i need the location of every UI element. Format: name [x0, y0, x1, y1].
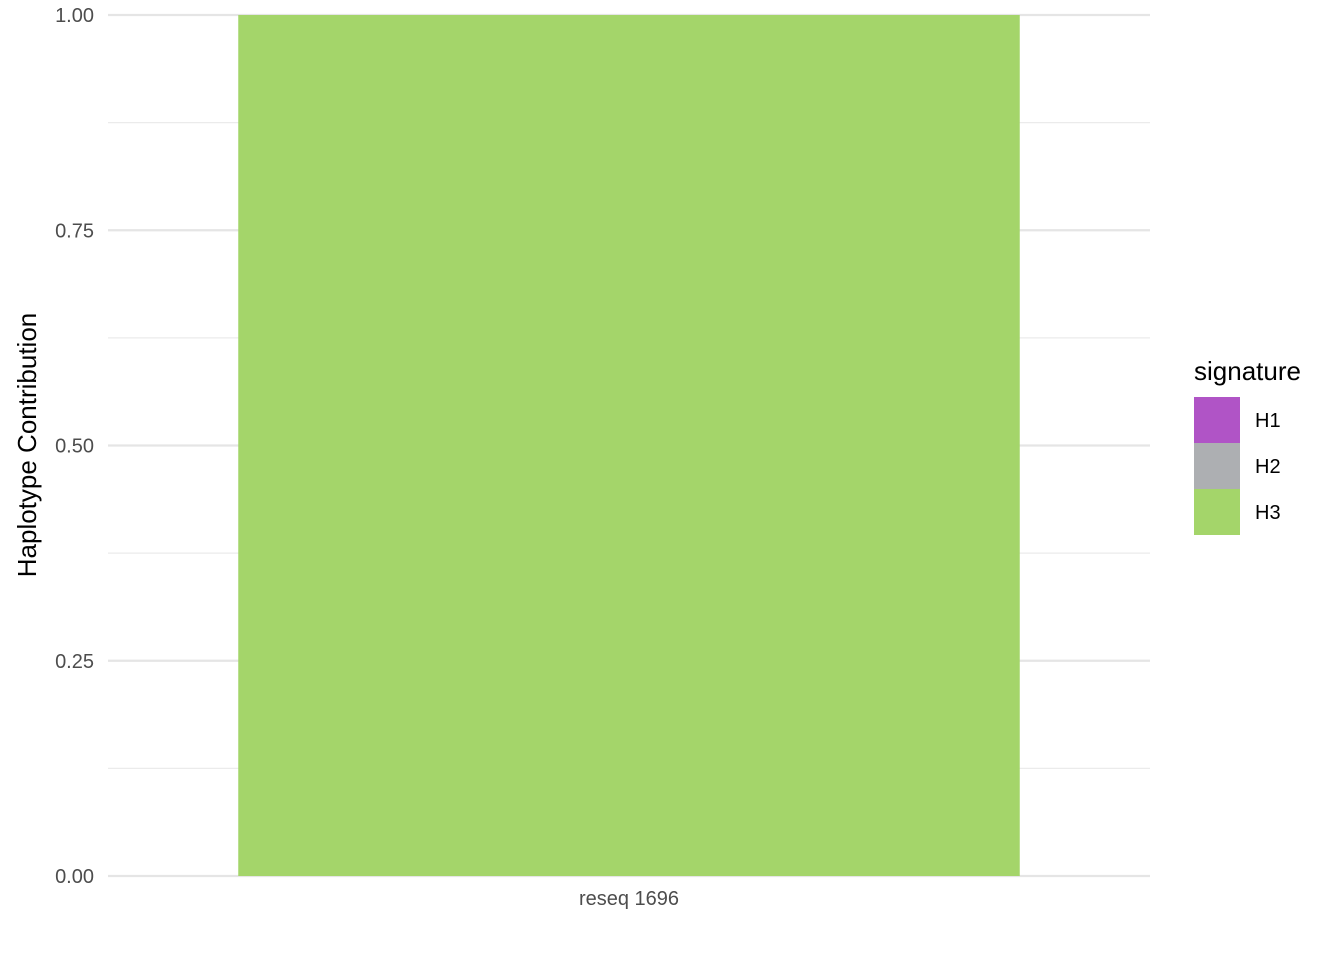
y-tick-labels: 0.00 0.25 0.50 0.75 1.00	[55, 5, 94, 888]
x-tick-labels: reseq 1696	[579, 888, 679, 910]
bars	[238, 15, 1020, 876]
x-tick-label: reseq 1696	[579, 888, 679, 910]
y-tick-label: 0.00	[55, 866, 94, 888]
legend-label-h3: H3	[1255, 502, 1281, 524]
y-tick-label: 0.75	[55, 220, 94, 242]
y-tick-label: 0.50	[55, 436, 94, 458]
legend-key-h2	[1194, 443, 1240, 489]
legend-key-h3	[1194, 489, 1240, 535]
bar-h3	[238, 15, 1020, 876]
legend-items: H1 H2 H3	[1194, 397, 1281, 535]
y-tick-label: 0.25	[55, 651, 94, 673]
legend-key-h1	[1194, 397, 1240, 443]
legend-title: signature	[1194, 356, 1301, 386]
legend-label-h1: H1	[1255, 410, 1281, 432]
legend: signature H1 H2 H3	[1194, 356, 1301, 535]
y-tick-label: 1.00	[55, 5, 94, 27]
y-axis-title: Haplotype Contribution	[12, 313, 42, 578]
legend-label-h2: H2	[1255, 456, 1281, 478]
